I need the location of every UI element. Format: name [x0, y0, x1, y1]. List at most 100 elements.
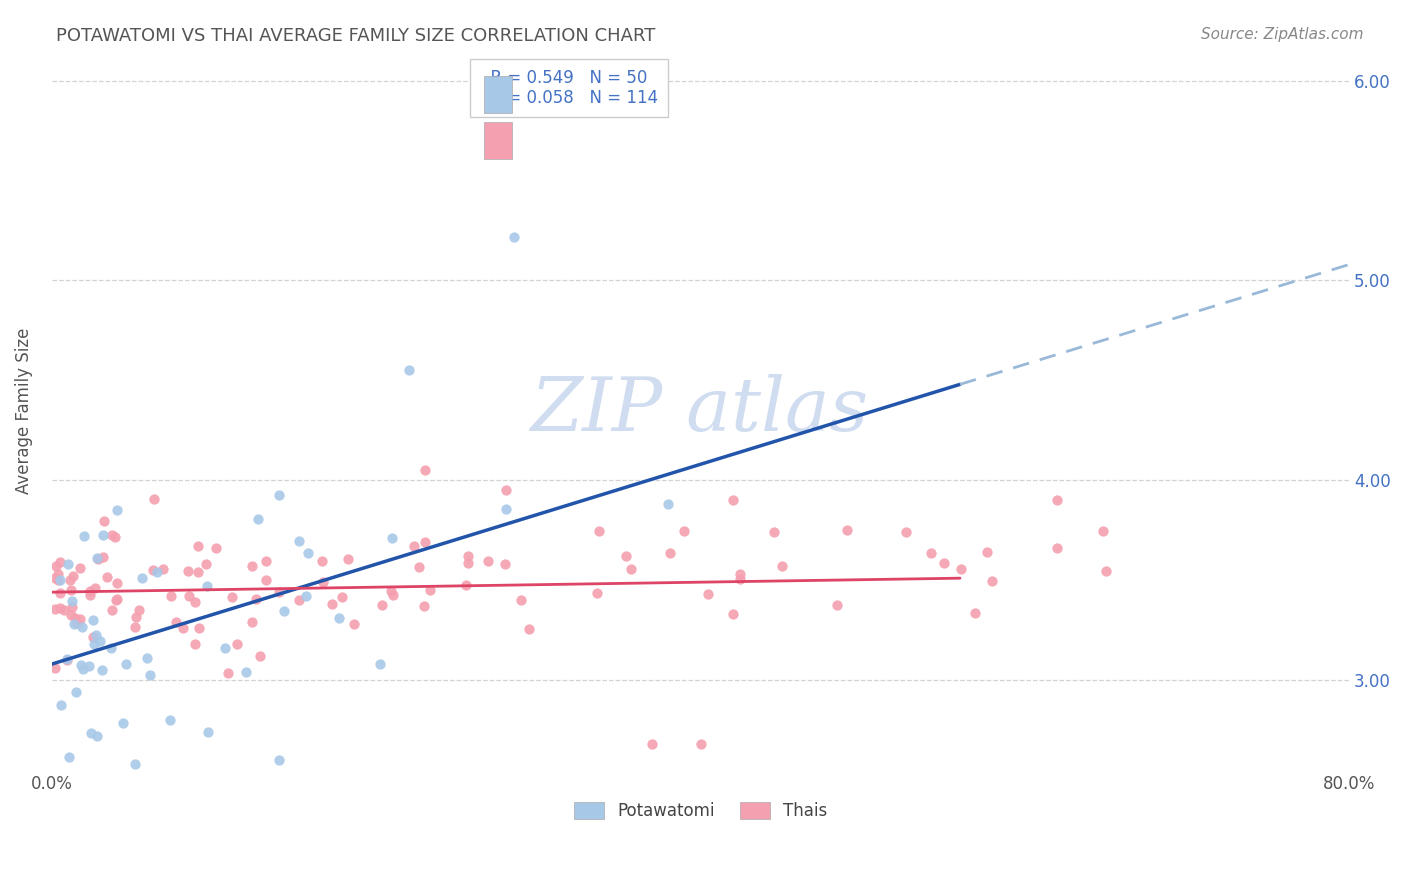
Point: [165, 615, 187, 630]
Point: [246, 512, 269, 526]
Point: [187, 566, 209, 580]
Point: [105, 593, 128, 607]
Point: [762, 524, 785, 539]
Point: [65, 615, 87, 630]
Point: [380, 584, 402, 599]
Point: [60, 583, 83, 598]
Point: [152, 561, 174, 575]
Point: [311, 554, 333, 568]
Point: [295, 589, 318, 603]
Point: [195, 557, 218, 571]
Point: [657, 497, 679, 511]
Point: [44, 602, 66, 616]
Point: [588, 524, 610, 538]
Point: [91, 527, 114, 541]
Point: [689, 737, 711, 751]
Point: [114, 657, 136, 671]
Point: [105, 591, 128, 606]
Point: [457, 549, 479, 563]
Point: [83, 637, 105, 651]
Point: [896, 524, 918, 539]
Point: [128, 603, 150, 617]
Point: [187, 539, 209, 553]
Point: [672, 524, 695, 539]
Point: [45, 558, 67, 573]
Point: [371, 599, 394, 613]
Point: [60, 599, 83, 614]
Point: [177, 589, 200, 603]
Point: [53, 603, 76, 617]
Bar: [484, 76, 512, 113]
Point: [146, 565, 169, 579]
Point: [159, 713, 181, 727]
Point: [93, 514, 115, 528]
Point: [205, 541, 228, 556]
Point: [495, 502, 517, 516]
Point: [124, 757, 146, 772]
Point: [457, 556, 479, 570]
Point: [382, 588, 405, 602]
Point: [87, 552, 110, 566]
Point: [135, 651, 157, 665]
Point: [48, 567, 70, 582]
Point: [188, 621, 211, 635]
Point: [49, 556, 72, 570]
Point: [288, 593, 311, 607]
Point: [328, 610, 350, 624]
Point: [413, 463, 436, 477]
Point: [48, 601, 70, 615]
Point: [965, 606, 987, 620]
Point: [950, 562, 973, 576]
Point: [235, 665, 257, 679]
Text: POTAWATOMI VS THAI AVERAGE FAMILY SIZE CORRELATION CHART: POTAWATOMI VS THAI AVERAGE FAMILY SIZE C…: [56, 27, 655, 45]
Text: R = 0.549   N = 50
  R = 0.058   N = 114: R = 0.549 N = 50 R = 0.058 N = 114: [479, 69, 658, 107]
Point: [214, 640, 236, 655]
Point: [837, 523, 859, 537]
Point: [65, 611, 87, 625]
Point: [267, 585, 290, 599]
Point: [240, 615, 263, 630]
Point: [105, 503, 128, 517]
Point: [419, 582, 441, 597]
Point: [70, 619, 93, 633]
Point: [60, 608, 83, 623]
Point: [46, 573, 69, 587]
Point: [60, 594, 83, 608]
Point: [659, 546, 682, 560]
Point: [79, 588, 101, 602]
Point: [1095, 564, 1118, 578]
Point: [586, 586, 609, 600]
Point: [83, 581, 105, 595]
Point: [183, 595, 205, 609]
Point: [245, 591, 267, 606]
Point: [96, 570, 118, 584]
Point: [86, 550, 108, 565]
Point: [330, 590, 353, 604]
Point: [101, 603, 124, 617]
Point: [226, 637, 249, 651]
Point: [221, 590, 243, 604]
Point: [932, 556, 955, 570]
Point: [398, 363, 420, 377]
Point: [321, 597, 343, 611]
Point: [89, 633, 111, 648]
Point: [456, 578, 478, 592]
Point: [91, 549, 114, 564]
Text: ZIP atlas: ZIP atlas: [531, 374, 870, 447]
Point: [254, 554, 277, 568]
Point: [517, 622, 540, 636]
Point: [101, 528, 124, 542]
Point: [172, 621, 194, 635]
Point: [1092, 524, 1115, 538]
Point: [82, 631, 104, 645]
Point: [920, 546, 942, 560]
Point: [503, 229, 526, 244]
Point: [79, 583, 101, 598]
Point: [82, 614, 104, 628]
Point: [184, 637, 207, 651]
Point: [728, 567, 751, 582]
Point: [240, 558, 263, 573]
Point: [105, 575, 128, 590]
Point: [614, 549, 637, 564]
Y-axis label: Average Family Size: Average Family Size: [15, 327, 32, 493]
